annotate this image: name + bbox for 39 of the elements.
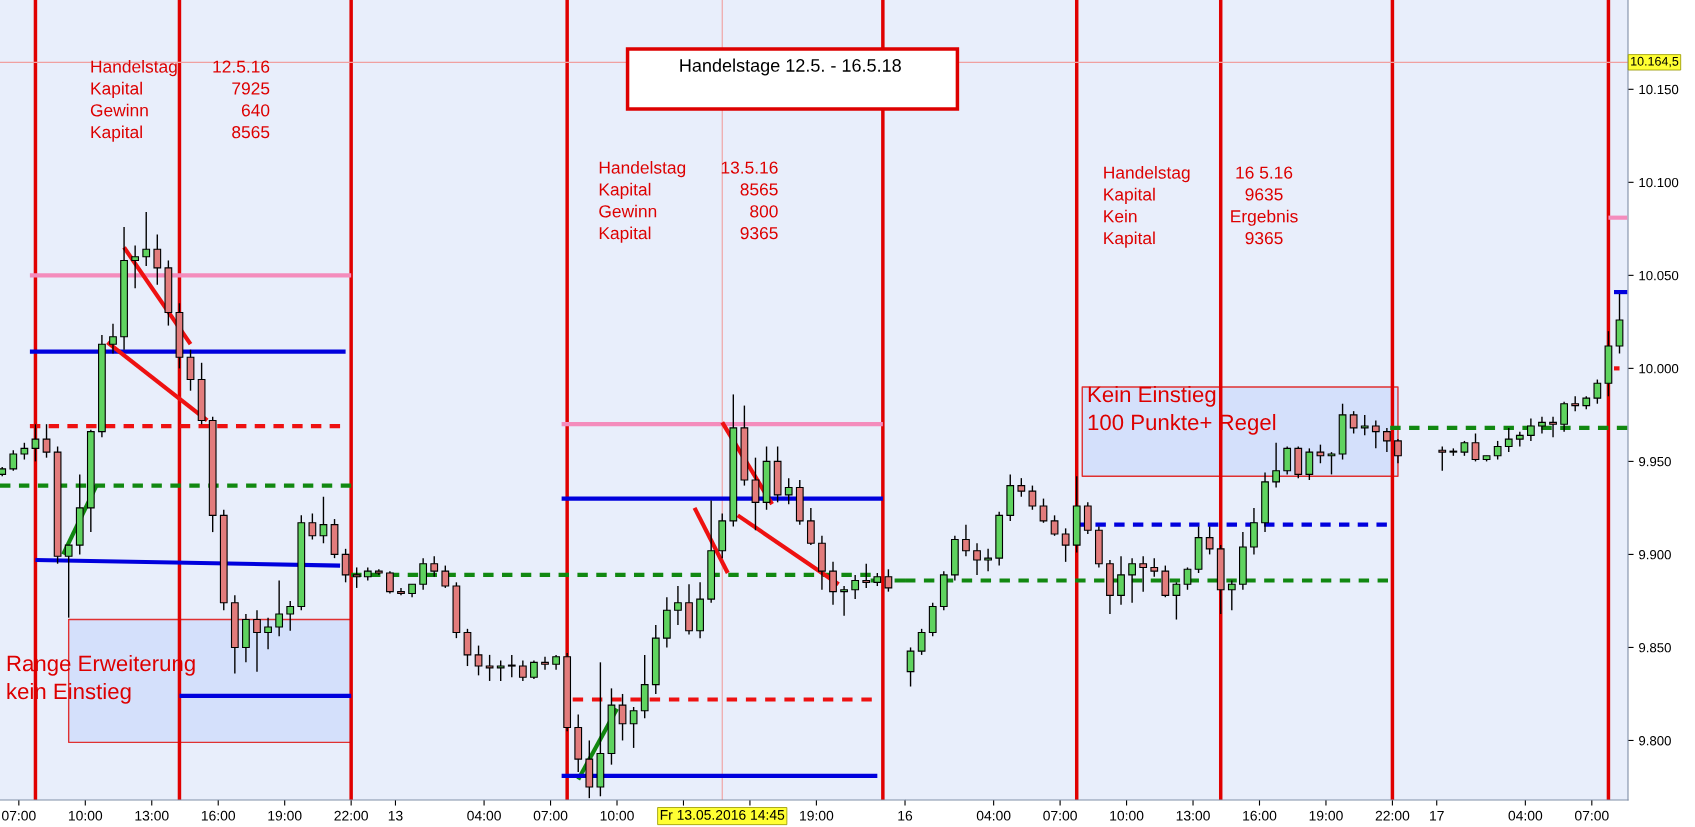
x-tick-label: 22:00 — [334, 810, 368, 821]
annotation: 12.5.16 7925 640 8565 — [213, 60, 270, 139]
x-tick-label: 16:00 — [201, 810, 236, 821]
ref-line-label: 10.164,5 — [1631, 56, 1679, 68]
ref-line-label: Fr 13.05.2016 14:45 — [660, 809, 785, 820]
annotation: Handelstag Kapital Gewinn Kapital — [90, 60, 177, 142]
annotation: 16 5.16 9635 Ergebnis 9365 — [1231, 166, 1298, 245]
x-tick-label: 10:00 — [1110, 810, 1144, 821]
x-tick-label: 10:00 — [68, 810, 103, 821]
annotation: Handelstag Kapital Gewinn Kapital — [599, 161, 686, 243]
y-tick-label: 10.150 — [1639, 84, 1679, 95]
annotation: Handelstag Kapital Kein Kapital — [1104, 166, 1190, 248]
x-tick-label: 13 — [388, 810, 403, 821]
x-tick-label: 16:00 — [1243, 810, 1277, 821]
x-tick-label: 13:00 — [1176, 810, 1210, 821]
x-tick-label: 19:00 — [1309, 810, 1343, 821]
y-tick-label: 10.000 — [1639, 363, 1679, 374]
annotation: 13.5.16 8565 800 9365 — [721, 161, 778, 240]
x-tick-label: 07:00 — [1574, 810, 1609, 821]
y-tick-label: 9.900 — [1639, 549, 1671, 560]
x-tick-label: 04:00 — [1508, 810, 1543, 821]
y-tick-label: 9.950 — [1639, 456, 1671, 467]
x-tick-label: 07:00 — [1043, 810, 1077, 821]
y-tick-label: 9.800 — [1639, 736, 1671, 746]
x-tick-label: 13:00 — [135, 810, 169, 821]
x-tick-label: 19:00 — [800, 810, 834, 821]
x-tick-label: 04:00 — [976, 810, 1011, 821]
x-tick-label: 10:00 — [600, 810, 634, 821]
x-tick-label: 22:00 — [1375, 810, 1410, 821]
x-tick-label: 04:00 — [467, 810, 501, 821]
x-tick-label: 17 — [1430, 810, 1444, 821]
x-tick-label: 07:00 — [533, 810, 568, 821]
x-tick-label: 19:00 — [268, 810, 302, 821]
x-tick-label: 16 — [898, 810, 913, 821]
y-tick-label: 10.100 — [1639, 177, 1679, 188]
x-tick-label: 07:00 — [2, 810, 36, 821]
text: Handelstage 12.5. - 16.5.18 — [680, 58, 901, 76]
y-tick-label: 9.850 — [1639, 643, 1671, 653]
y-tick-label: 10.050 — [1639, 270, 1679, 281]
